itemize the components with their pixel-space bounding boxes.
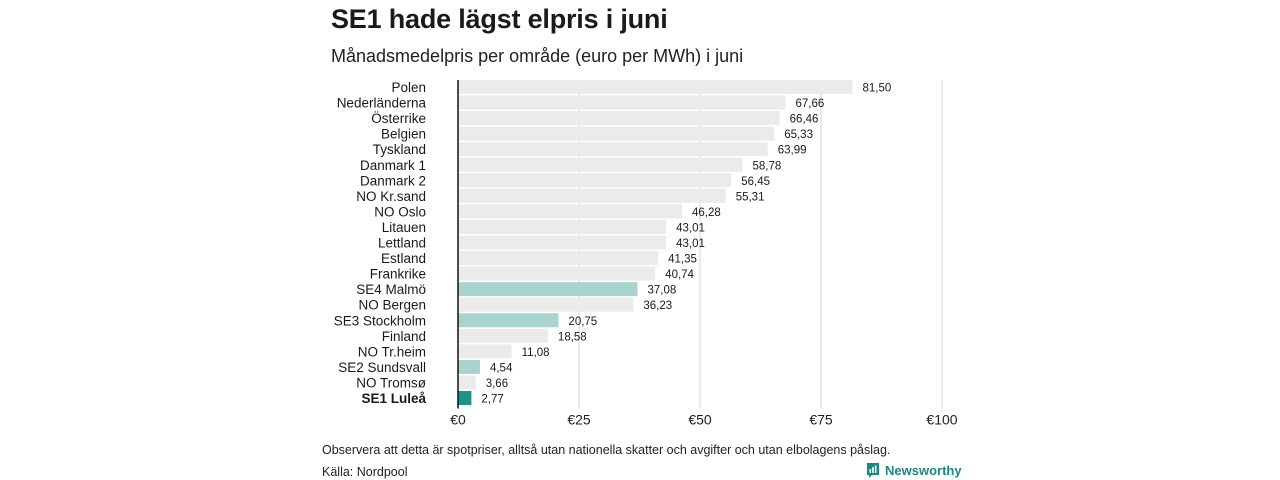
footnote: Observera att detta är spotpriser, allts… <box>322 443 891 457</box>
value-label: 55,31 <box>736 191 765 203</box>
category-label: Finland <box>382 329 426 344</box>
value-label: 58,78 <box>752 160 781 172</box>
category-label: Estland <box>381 251 426 266</box>
category-label: Litauen <box>382 220 426 235</box>
category-label: SE3 Stockholm <box>334 313 426 328</box>
value-label: 36,23 <box>643 300 672 312</box>
bar <box>458 219 667 234</box>
value-label: 40,74 <box>665 269 694 281</box>
bar <box>458 157 743 172</box>
x-tick-label: €25 <box>567 412 591 428</box>
value-label: 65,33 <box>784 129 813 141</box>
value-label: 3,66 <box>486 378 508 390</box>
x-tick-label: €0 <box>450 412 466 428</box>
bar <box>458 173 732 188</box>
bar <box>458 188 726 203</box>
bar <box>458 359 480 374</box>
x-tick-label: €100 <box>926 412 957 428</box>
bar <box>458 328 548 343</box>
bar <box>458 204 682 219</box>
bar <box>458 235 667 250</box>
value-label: 66,46 <box>790 114 819 126</box>
category-label: Tyskland <box>373 142 426 157</box>
value-label: 20,75 <box>568 316 597 328</box>
category-label: Österrike <box>371 111 426 126</box>
category-label: NO Oslo <box>374 204 426 219</box>
category-label: NO Kr.sand <box>356 189 426 204</box>
value-label: 43,01 <box>676 238 705 250</box>
bar <box>458 126 775 141</box>
value-label: 63,99 <box>778 145 807 157</box>
category-label: SE1 Luleå <box>361 391 426 406</box>
bar <box>458 391 472 405</box>
category-label: NO Tr.heim <box>358 344 426 359</box>
bar-chart: €0 €25 €50 €75 €100 Polen 81,50 Nederländerna 67… <box>334 80 958 428</box>
source-text: Källa: Nordpool <box>322 465 408 479</box>
value-label: 81,50 <box>862 83 891 95</box>
bar <box>458 142 768 157</box>
bar <box>458 313 559 328</box>
value-label: 2,77 <box>481 394 503 406</box>
x-tick-label: €75 <box>809 412 833 428</box>
bar <box>458 375 476 390</box>
bar <box>458 297 634 312</box>
value-label: 37,08 <box>647 285 676 297</box>
x-tick-label: €50 <box>688 412 712 428</box>
newsworthy-logo-icon <box>867 463 879 478</box>
bar <box>458 80 853 94</box>
value-label: 11,08 <box>522 347 550 359</box>
value-label: 4,54 <box>490 362 513 374</box>
category-label: NO Tromsø <box>356 375 426 390</box>
value-label: 41,35 <box>668 254 697 266</box>
bar <box>458 251 659 266</box>
value-label: 56,45 <box>741 176 770 188</box>
value-label: 46,28 <box>692 207 721 219</box>
bar <box>458 111 780 126</box>
chart-subtitle: Månadsmedelpris per område (euro per MWh… <box>331 46 744 66</box>
brand-name: Newsworthy <box>885 462 962 478</box>
chart-title: SE1 hade lägst elpris i juni <box>331 4 668 34</box>
category-label: Danmark 1 <box>360 158 426 173</box>
value-label: 18,58 <box>558 331 587 343</box>
category-label: SE4 Malmö <box>356 282 426 297</box>
value-label: 43,01 <box>676 222 705 234</box>
bar <box>458 282 638 297</box>
category-label: Lettland <box>378 236 426 251</box>
value-label: 67,66 <box>795 98 824 110</box>
category-label: Belgien <box>381 127 426 142</box>
category-label: SE2 Sundsvall <box>338 360 426 375</box>
newsworthy-brand[interactable]: Newsworthy <box>866 462 962 478</box>
bar <box>458 344 512 359</box>
category-label: Polen <box>391 80 426 95</box>
bar <box>458 95 786 110</box>
category-label: Frankrike <box>370 267 426 282</box>
category-label: NO Bergen <box>358 298 426 313</box>
category-label: Danmark 2 <box>360 173 426 188</box>
bar <box>458 266 656 281</box>
category-label: Nederländerna <box>337 96 427 111</box>
